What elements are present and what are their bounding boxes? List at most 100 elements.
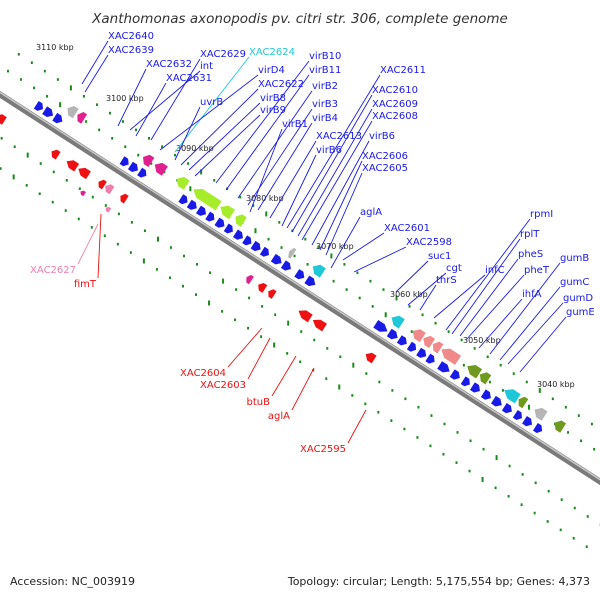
tick-label: 3110 kbp xyxy=(36,43,74,52)
gene-arrow-reverse xyxy=(105,184,115,195)
gene-label: cgt xyxy=(446,263,462,274)
leader-line xyxy=(297,108,373,237)
tick-label: 3060 kbp xyxy=(390,290,428,299)
leader-line xyxy=(188,102,261,171)
leader-line xyxy=(135,82,167,137)
tick-mark xyxy=(221,310,224,313)
gene-block xyxy=(504,389,521,404)
tick-mark xyxy=(585,545,588,548)
tick-mark xyxy=(222,278,225,284)
tick-mark xyxy=(494,486,497,490)
leader-line xyxy=(286,74,381,229)
leader-line xyxy=(81,40,109,85)
tick-mark xyxy=(33,86,36,90)
tick-mark xyxy=(169,246,172,249)
tick-mark xyxy=(182,254,185,258)
tick-mark xyxy=(377,410,380,414)
gene-label: aglA xyxy=(360,207,382,218)
leader-line xyxy=(97,213,102,279)
gene-label: aglA xyxy=(268,411,290,422)
tick-mark xyxy=(564,405,567,409)
tick-mark xyxy=(252,204,255,207)
tick-mark xyxy=(69,85,72,91)
tick-mark xyxy=(77,217,80,221)
tick-mark xyxy=(378,380,381,384)
gene-label: virB11 xyxy=(309,65,341,76)
gene-arrow-forward xyxy=(294,269,305,280)
gene-arrow-forward xyxy=(373,320,388,332)
gene-label: pheS xyxy=(518,249,543,260)
gene-arrow-reverse xyxy=(258,283,268,293)
gene-label: virB4 xyxy=(312,113,338,124)
gene-block xyxy=(193,188,222,211)
gene-block xyxy=(143,154,155,167)
gene-arrow-reverse xyxy=(268,289,277,299)
leader-line xyxy=(407,272,447,306)
tick-mark xyxy=(481,476,484,482)
leader-line xyxy=(84,54,109,93)
leader-line xyxy=(174,56,250,153)
tick-mark xyxy=(306,263,309,266)
tick-mark xyxy=(486,355,489,359)
tick-mark xyxy=(567,431,570,434)
leader-line xyxy=(342,232,385,261)
gene-label: virB6 xyxy=(316,145,342,156)
tick-mark xyxy=(143,229,146,233)
tick-mark xyxy=(161,145,164,149)
tick-mark xyxy=(267,237,270,241)
gene-label: gumB xyxy=(560,253,589,264)
tick-label: 3090 kbp xyxy=(176,144,214,153)
tick-mark xyxy=(404,397,407,401)
gene-label: XAC2608 xyxy=(372,111,418,122)
gene-label: virB8 xyxy=(260,93,286,104)
tick-mark xyxy=(460,338,463,342)
tick-mark xyxy=(64,209,67,212)
tick-mark xyxy=(469,439,472,443)
tick-mark xyxy=(278,221,281,224)
gene-label: XAC2609 xyxy=(372,99,418,110)
gene-arrow-reverse xyxy=(298,310,313,323)
tick-mark xyxy=(330,253,333,259)
gene-block xyxy=(288,247,297,259)
tick-mark xyxy=(473,347,476,350)
tick-mark xyxy=(142,258,145,264)
tick-mark xyxy=(13,145,16,149)
tick-mark xyxy=(408,305,411,308)
leader-line xyxy=(180,88,259,166)
tick-mark xyxy=(358,296,361,300)
gene-block xyxy=(235,214,247,227)
gene-arrow-forward xyxy=(52,112,63,124)
backbone-line xyxy=(0,90,600,486)
tick-mark xyxy=(187,162,190,165)
gene-label: XAC2610 xyxy=(372,85,418,96)
tick-mark xyxy=(364,402,367,406)
leader-line xyxy=(507,302,564,365)
gene-block xyxy=(479,372,492,385)
tick-mark xyxy=(365,372,368,375)
tick-mark xyxy=(499,363,502,367)
tick-mark xyxy=(317,246,320,249)
gene-arrow-forward xyxy=(480,389,491,400)
gene-arrow-forward xyxy=(242,235,252,246)
tick-mark xyxy=(332,279,335,283)
tick-mark xyxy=(130,221,133,224)
tick-mark xyxy=(521,473,524,476)
gene-label: virB2 xyxy=(312,81,338,92)
tick-mark xyxy=(30,61,33,64)
tick-mark xyxy=(38,192,41,196)
tick-mark xyxy=(265,211,268,217)
tick-mark xyxy=(117,212,120,216)
tick-mark xyxy=(547,489,550,493)
leader-line xyxy=(291,94,373,233)
label-leaders xyxy=(77,40,567,444)
tick-mark xyxy=(51,200,54,204)
tick-mark xyxy=(52,170,55,174)
topology-text: Topology: circular; Length: 5,175,554 bp… xyxy=(287,575,590,588)
gene-label: btuB xyxy=(247,397,271,408)
tick-mark xyxy=(56,78,59,81)
tick-mark xyxy=(121,120,124,123)
gene-arrow-reverse xyxy=(98,179,107,190)
tick-mark xyxy=(148,137,151,140)
tick-mark xyxy=(274,313,277,317)
